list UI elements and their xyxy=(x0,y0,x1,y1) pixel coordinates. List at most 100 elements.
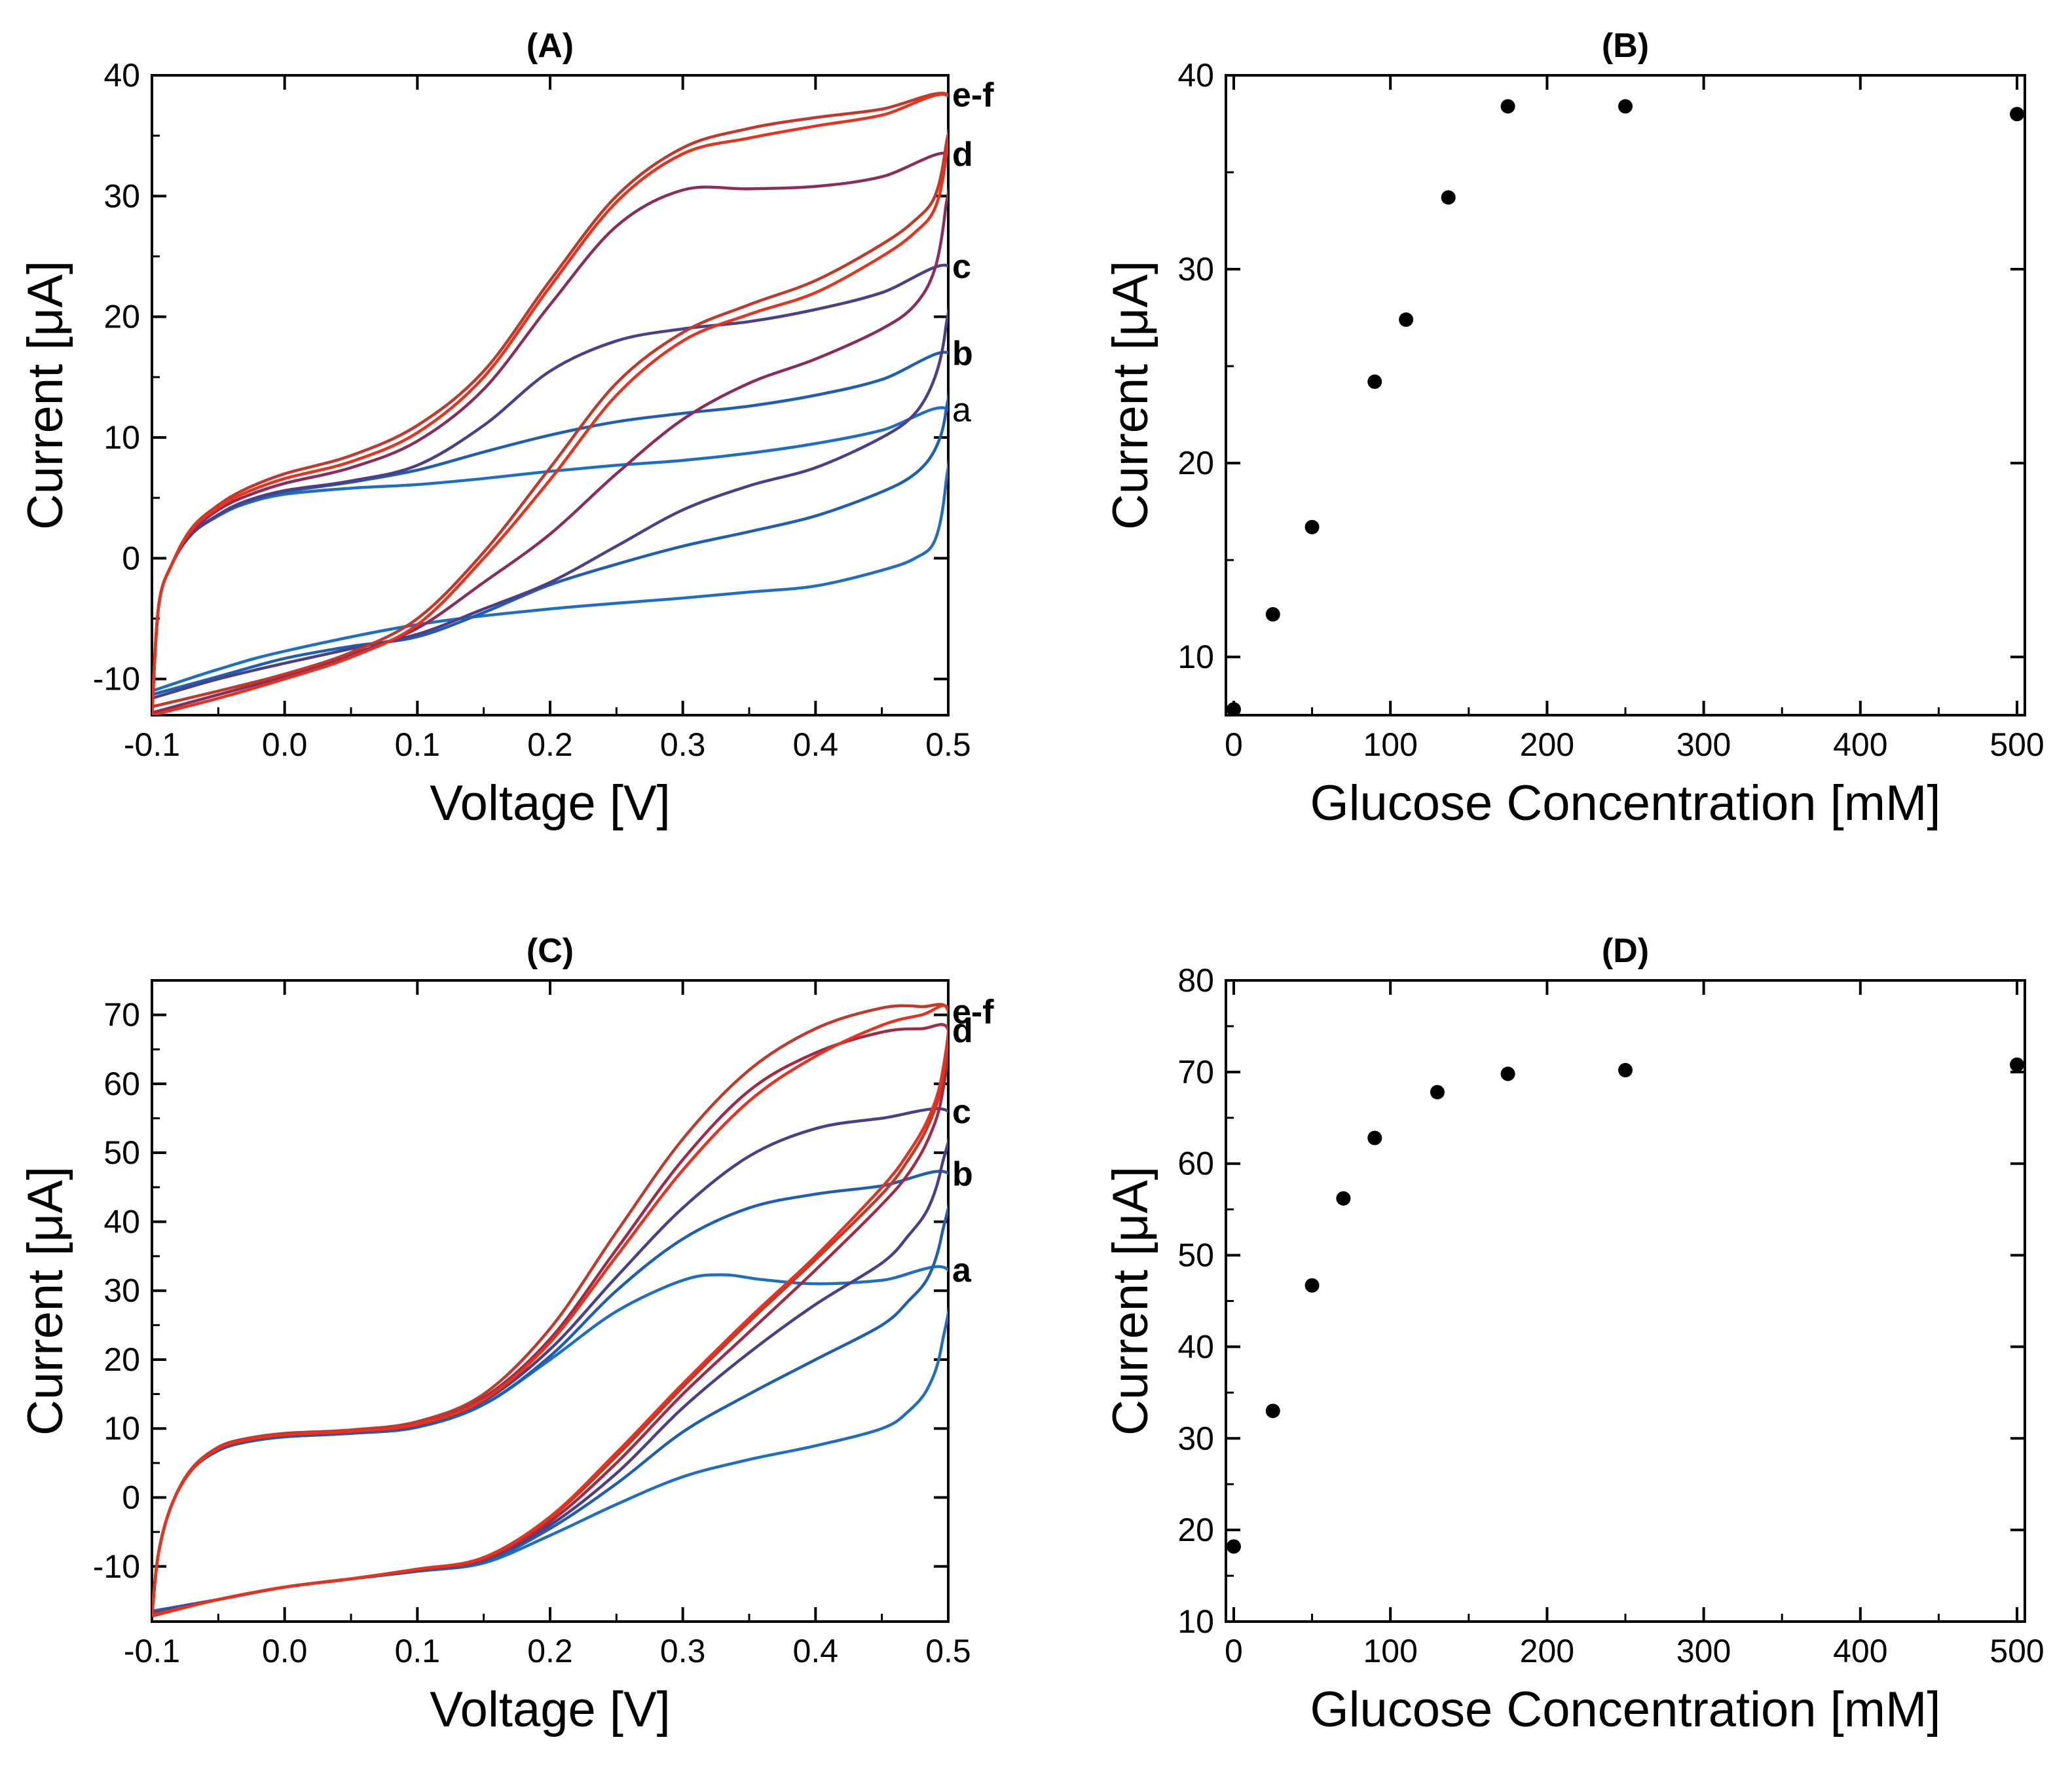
data-point xyxy=(2010,107,2025,122)
x-axis-label: Voltage [V] xyxy=(430,1682,671,1737)
panel-title: (B) xyxy=(1602,27,1649,65)
y-tick-label: 40 xyxy=(103,1203,140,1240)
data-point xyxy=(1618,1063,1633,1078)
curve-label-e: e-f xyxy=(952,76,994,114)
x-tick-label: 0.3 xyxy=(660,1633,706,1669)
data-point xyxy=(1265,1403,1280,1419)
cv-curve-d xyxy=(152,151,948,715)
x-axis-label: Voltage [V] xyxy=(430,775,671,831)
y-tick-label: 30 xyxy=(103,1273,140,1309)
y-tick-label: 20 xyxy=(1177,445,1214,481)
x-axis-label: Glucose Concentration [mM] xyxy=(1310,1682,1940,1737)
y-tick-label: 70 xyxy=(103,997,140,1033)
panel-d-scatter: (D) 0 100 200 300 400 500 10 20 30 40 50 60 70 80 Gluco… xyxy=(1103,932,2044,1737)
x-tick-label: 100 xyxy=(1363,1633,1417,1669)
panel-c-cv: (C) -0.1 0.0 0.1 0.2 0.3 0.4 0.5 -10 0 10 20 30 40 50 6… xyxy=(18,932,994,1737)
y-tick-label: 10 xyxy=(103,419,140,456)
y-tick-label: 10 xyxy=(1177,639,1214,675)
plot-frame xyxy=(1225,74,2026,716)
x-tick-label: 0.4 xyxy=(793,1633,839,1669)
x-tick-label: -0.1 xyxy=(124,726,180,763)
cv-curve-c xyxy=(152,1107,948,1615)
panel-title: (C) xyxy=(527,932,574,970)
y-axis-label: Current [μA] xyxy=(1103,261,1158,530)
y-tick-label: 70 xyxy=(1177,1054,1214,1090)
y-axis-label: Current [μA] xyxy=(18,261,73,530)
data-point xyxy=(1226,702,1241,717)
cv-curve-e xyxy=(152,92,948,715)
x-tick-label: 400 xyxy=(1833,1633,1887,1669)
y-tick-label: 50 xyxy=(1177,1237,1214,1274)
curve-label-e: e-f xyxy=(952,993,994,1031)
data-point xyxy=(2010,1057,2025,1072)
x-tick-label: 0.1 xyxy=(395,1633,441,1669)
data-point xyxy=(1441,190,1456,205)
y-axis-label: Current [μA] xyxy=(18,1166,73,1436)
y-tick-label: 0 xyxy=(122,540,140,576)
cv-curve-f xyxy=(152,1004,948,1618)
x-tick-label: 100 xyxy=(1363,726,1417,763)
cv-curve-b xyxy=(152,1170,948,1615)
x-tick-label: 500 xyxy=(1989,726,2044,763)
data-point xyxy=(1304,519,1320,534)
data-point xyxy=(1500,99,1515,114)
y-tick-label: 10 xyxy=(103,1410,140,1447)
data-point xyxy=(1500,1066,1515,1081)
plot-area xyxy=(152,92,948,715)
panel-a-cv: (A) -0.1 0.0 0.1 0.2 0.3 0.4 0.5 -10 0 10 20 30 40 Vol… xyxy=(18,27,994,831)
data-point xyxy=(1304,1278,1320,1293)
y-tick-label: 60 xyxy=(103,1066,140,1102)
data-point xyxy=(1399,312,1414,327)
x-tick-label: 500 xyxy=(1989,1633,2044,1669)
curve-label-d: d xyxy=(952,136,973,174)
x-tick-label: 0.0 xyxy=(262,1633,308,1669)
y-tick-label: 40 xyxy=(1177,57,1214,94)
y-tick-label: 0 xyxy=(122,1479,140,1516)
y-tick-label: 20 xyxy=(103,299,140,335)
curve-label-c: c xyxy=(952,1093,971,1131)
y-tick-label: 30 xyxy=(1177,251,1214,288)
y-tick-label: -10 xyxy=(93,1548,140,1585)
x-tick-label: 300 xyxy=(1676,1633,1731,1669)
y-tick-label: 40 xyxy=(103,57,140,94)
panel-title: (D) xyxy=(1602,932,1649,970)
x-tick-label: -0.1 xyxy=(124,1633,180,1669)
data-point xyxy=(1265,607,1280,622)
y-tick-label: 20 xyxy=(103,1341,140,1378)
x-tick-label: 0.4 xyxy=(793,726,839,763)
curve-label-d: d xyxy=(952,1012,973,1050)
x-tick-label: 0.0 xyxy=(262,726,308,763)
plot-frame xyxy=(151,74,950,716)
x-tick-label: 0 xyxy=(1225,1633,1243,1669)
panel-b-scatter: (B) 0 100 200 300 400 500 10 20 30 40 Glucose Conce… xyxy=(1103,27,2044,831)
y-tick-label: 10 xyxy=(1177,1603,1214,1640)
curve-label-b: b xyxy=(952,335,973,373)
y-tick-label: 30 xyxy=(103,177,140,214)
cv-curve-c xyxy=(152,263,948,715)
x-tick-label: 0.5 xyxy=(925,726,971,763)
y-axis-label: Current [μA] xyxy=(1103,1166,1158,1436)
x-tick-label: 300 xyxy=(1676,726,1731,763)
plot-area xyxy=(152,1003,948,1618)
curve-label-c: c xyxy=(952,248,971,286)
data-point xyxy=(1430,1085,1445,1100)
x-tick-label: 0.1 xyxy=(395,726,441,763)
data-point xyxy=(1336,1191,1351,1206)
x-tick-label: 0 xyxy=(1225,726,1243,763)
x-axis-label: Glucose Concentration [mM] xyxy=(1310,775,1940,831)
panel-title: (A) xyxy=(527,27,574,65)
y-tick-label: 20 xyxy=(1177,1512,1214,1548)
y-tick-label: -10 xyxy=(93,661,140,697)
data-point xyxy=(1226,1539,1241,1554)
data-point xyxy=(1367,1130,1382,1145)
y-tick-label: 60 xyxy=(1177,1145,1214,1182)
x-tick-label: 0.3 xyxy=(660,726,706,763)
y-tick-label: 30 xyxy=(1177,1420,1214,1457)
x-tick-label: 200 xyxy=(1520,1633,1574,1669)
cv-curve-a xyxy=(152,406,948,715)
y-tick-label: 50 xyxy=(103,1134,140,1171)
y-tick-label: 40 xyxy=(1177,1328,1214,1365)
curve-label-a: a xyxy=(952,1252,972,1290)
x-tick-label: 200 xyxy=(1520,726,1574,763)
